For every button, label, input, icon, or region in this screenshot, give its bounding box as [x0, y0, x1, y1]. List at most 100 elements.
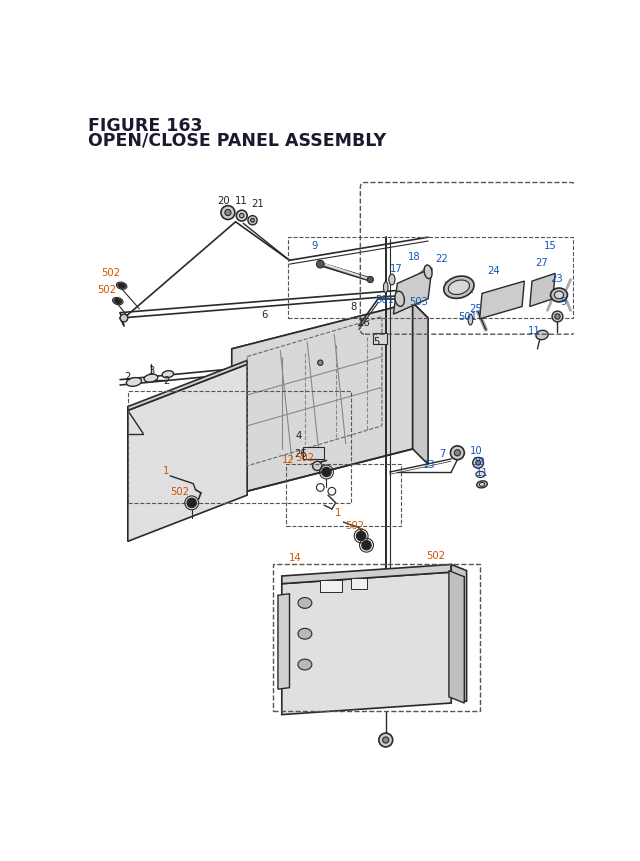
Ellipse shape: [144, 375, 157, 382]
Circle shape: [221, 207, 235, 220]
Text: 27: 27: [535, 257, 548, 268]
Text: 11: 11: [476, 468, 488, 478]
Polygon shape: [232, 303, 428, 365]
Circle shape: [555, 314, 560, 319]
Text: 16: 16: [358, 318, 371, 327]
Polygon shape: [232, 303, 413, 496]
Ellipse shape: [298, 629, 312, 640]
Polygon shape: [413, 303, 428, 465]
Circle shape: [362, 541, 371, 550]
Text: 1: 1: [335, 507, 341, 517]
Circle shape: [473, 458, 484, 468]
Text: 22: 22: [435, 254, 447, 263]
Polygon shape: [278, 594, 289, 690]
Ellipse shape: [114, 300, 122, 304]
Text: 17: 17: [389, 263, 402, 274]
Text: 502: 502: [296, 452, 314, 462]
Circle shape: [312, 461, 322, 471]
Ellipse shape: [298, 660, 312, 670]
Text: 11: 11: [235, 196, 248, 206]
Ellipse shape: [468, 315, 473, 325]
Circle shape: [251, 219, 255, 223]
Text: FIGURE 163: FIGURE 163: [88, 117, 202, 135]
Polygon shape: [451, 565, 467, 702]
Bar: [320, 580, 342, 592]
Text: 25: 25: [470, 304, 482, 313]
Text: 502: 502: [101, 268, 120, 277]
Text: 9: 9: [561, 297, 567, 307]
Text: 26: 26: [294, 449, 307, 458]
Text: OPEN/CLOSE PANEL ASSEMBLY: OPEN/CLOSE PANEL ASSEMBLY: [88, 131, 386, 149]
Text: 24: 24: [487, 265, 500, 276]
Bar: [288, 238, 573, 319]
Text: 5: 5: [373, 337, 380, 347]
Bar: [303, 447, 324, 460]
Circle shape: [225, 210, 231, 216]
Circle shape: [187, 499, 196, 508]
Circle shape: [454, 450, 460, 456]
Polygon shape: [128, 365, 247, 542]
Ellipse shape: [383, 282, 388, 294]
Text: 3: 3: [148, 366, 154, 376]
Polygon shape: [282, 565, 451, 584]
Text: 2: 2: [125, 371, 131, 381]
Text: 18: 18: [408, 252, 420, 262]
Circle shape: [406, 290, 412, 296]
Bar: [128, 392, 351, 504]
Text: 10: 10: [470, 446, 483, 456]
Circle shape: [322, 468, 331, 477]
Text: 11: 11: [528, 326, 541, 336]
Ellipse shape: [162, 371, 173, 378]
Bar: [273, 565, 481, 711]
Text: 502: 502: [426, 550, 445, 561]
Text: 7: 7: [439, 449, 445, 458]
Text: 15: 15: [543, 240, 556, 251]
Ellipse shape: [298, 598, 312, 609]
Text: 6: 6: [261, 310, 268, 319]
Text: 501: 501: [374, 294, 394, 305]
Text: 14: 14: [289, 552, 302, 562]
Circle shape: [383, 737, 389, 743]
Circle shape: [367, 277, 373, 283]
Circle shape: [379, 734, 393, 747]
Polygon shape: [480, 282, 524, 319]
Ellipse shape: [550, 288, 568, 302]
Text: 502: 502: [346, 521, 364, 530]
Text: 503: 503: [410, 297, 428, 307]
Ellipse shape: [424, 266, 432, 279]
Ellipse shape: [395, 292, 404, 307]
Text: 19: 19: [472, 456, 485, 467]
Text: 12: 12: [282, 455, 294, 464]
Circle shape: [356, 532, 365, 541]
Circle shape: [248, 216, 257, 226]
Ellipse shape: [476, 472, 485, 478]
Polygon shape: [128, 361, 247, 411]
Ellipse shape: [554, 292, 564, 300]
Text: 21: 21: [251, 198, 264, 208]
Text: 20: 20: [218, 196, 230, 206]
Circle shape: [316, 261, 324, 269]
Text: 8: 8: [350, 302, 356, 313]
Text: 9: 9: [311, 240, 317, 251]
Circle shape: [120, 315, 128, 323]
Text: 2: 2: [163, 375, 170, 385]
Ellipse shape: [449, 281, 470, 295]
Circle shape: [552, 312, 563, 323]
Polygon shape: [449, 571, 464, 703]
Ellipse shape: [536, 331, 548, 340]
Polygon shape: [282, 573, 451, 715]
Ellipse shape: [479, 483, 484, 486]
Circle shape: [239, 214, 244, 219]
Polygon shape: [530, 274, 555, 307]
Text: 23: 23: [550, 274, 563, 283]
Text: 13: 13: [423, 460, 436, 470]
Ellipse shape: [126, 378, 141, 387]
Circle shape: [451, 446, 464, 460]
Ellipse shape: [477, 481, 487, 488]
Ellipse shape: [444, 276, 474, 299]
Ellipse shape: [389, 275, 395, 286]
Text: 4: 4: [296, 430, 302, 441]
Circle shape: [476, 461, 481, 466]
Text: 501: 501: [459, 313, 477, 322]
Text: 1: 1: [163, 465, 170, 475]
